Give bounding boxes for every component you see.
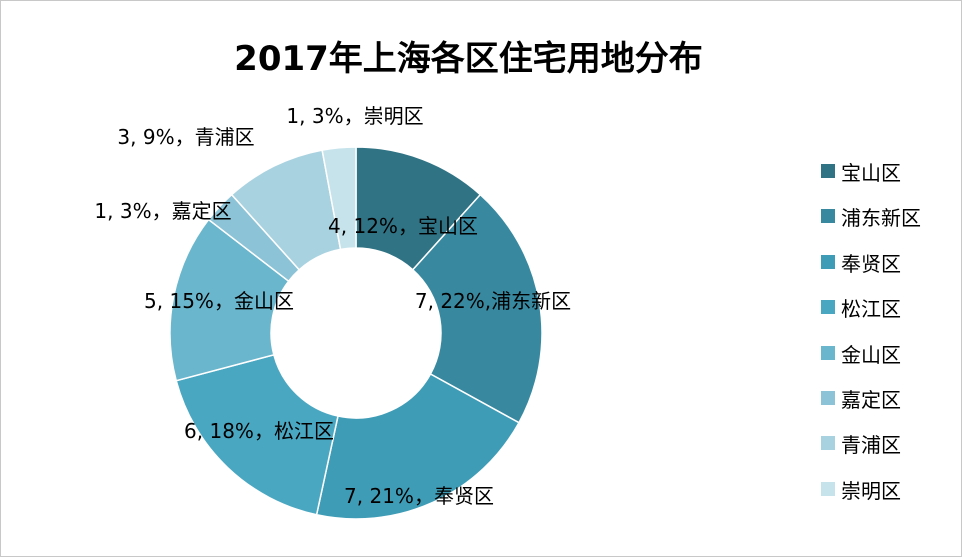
legend-label: 松江区 xyxy=(841,297,901,322)
legend-label: 宝山区 xyxy=(841,161,901,185)
legend-swatch xyxy=(821,164,835,178)
legend-swatch xyxy=(821,345,835,360)
legend-label: 奉贤区 xyxy=(841,251,901,276)
data-label-3: 6, 18%，松江区 xyxy=(184,419,334,443)
donut-slice-3 xyxy=(175,353,339,516)
legend-swatch xyxy=(821,254,835,269)
data-label-5: 1, 3%，嘉定区 xyxy=(94,199,231,223)
data-label-0: 4, 12%，宝山区 xyxy=(328,214,478,238)
legend-label: 崇明区 xyxy=(841,478,901,503)
data-label-7: 1, 3%，崇明区 xyxy=(286,104,423,128)
legend-label: 金山区 xyxy=(841,342,901,367)
legend-swatch xyxy=(821,300,835,315)
legend-swatch xyxy=(821,481,835,496)
legend-swatch xyxy=(821,209,835,224)
legend-swatch xyxy=(821,390,835,405)
data-label-6: 3, 9%，青浦区 xyxy=(117,125,254,149)
donut-slice-1 xyxy=(411,193,543,424)
data-label-2: 7, 21%，奉贤区 xyxy=(344,484,494,508)
chart-title: 2017年上海各区住宅用地分布 xyxy=(234,39,703,79)
data-label-4: 5, 15%，金山区 xyxy=(144,289,294,313)
legend-swatch xyxy=(821,436,835,451)
legend-label: 嘉定区 xyxy=(841,387,901,412)
legend-label: 浦东新区 xyxy=(841,206,921,231)
donut-slice-7 xyxy=(321,146,357,251)
legend-label: 青浦区 xyxy=(841,433,901,458)
data-label-1: 7, 22%,浦东新区 xyxy=(415,289,571,313)
donut-slice-2 xyxy=(315,372,520,520)
